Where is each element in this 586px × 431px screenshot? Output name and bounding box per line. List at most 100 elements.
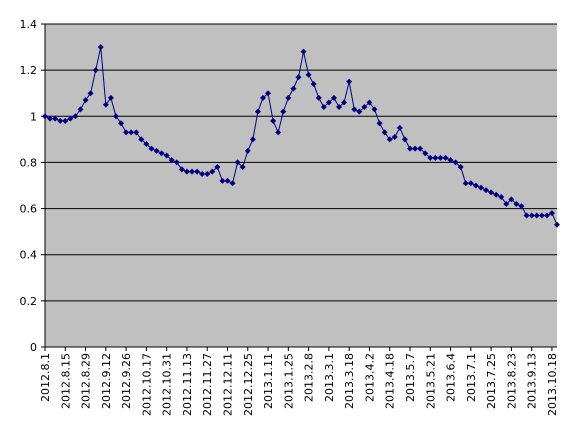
marker [158, 150, 165, 157]
marker [244, 147, 251, 154]
marker [168, 157, 175, 164]
plot-area [45, 24, 557, 347]
x-tick-label: 2013.2.8 [303, 353, 316, 402]
marker [391, 134, 398, 141]
marker [351, 106, 358, 113]
marker [72, 113, 79, 120]
marker [437, 154, 444, 161]
marker [102, 101, 109, 108]
marker [330, 94, 337, 101]
marker [259, 94, 266, 101]
marker [229, 180, 236, 187]
marker [234, 159, 241, 166]
marker [386, 136, 393, 143]
marker [224, 177, 231, 184]
marker [341, 99, 348, 106]
x-tick-label: 2012.8.15 [59, 353, 72, 409]
marker [422, 150, 429, 157]
x-tick-label: 2012.9.12 [100, 353, 113, 409]
x-tick-label: 2013.7.1 [465, 353, 478, 402]
marker [189, 168, 196, 175]
marker [376, 120, 383, 127]
x-tick-label: 2012.12.11 [221, 353, 234, 416]
marker [325, 99, 332, 106]
marker [280, 108, 287, 115]
marker [300, 48, 307, 55]
marker [412, 145, 419, 152]
y-tick-label: 1.4 [20, 18, 38, 31]
marker [396, 124, 403, 131]
marker [199, 170, 206, 177]
marker [538, 212, 545, 219]
marker [47, 115, 54, 122]
marker [153, 147, 160, 154]
marker [452, 159, 459, 166]
x-tick-label: 2013.8.23 [505, 353, 518, 409]
marker [138, 136, 145, 143]
marker [173, 159, 180, 166]
marker [508, 196, 515, 203]
x-tick-label: 2013.3.18 [343, 353, 356, 409]
marker [528, 212, 535, 219]
marker [447, 157, 454, 164]
marker [82, 97, 89, 104]
marker [548, 210, 555, 217]
marker [219, 177, 226, 184]
marker [290, 85, 297, 92]
marker [305, 71, 312, 78]
y-tick-label: 0.2 [20, 295, 38, 308]
x-tick-label: 2012.10.31 [161, 353, 174, 416]
marker [87, 90, 94, 97]
marker [143, 140, 150, 147]
marker [133, 129, 140, 136]
marker [477, 184, 484, 191]
x-tick-label: 2012.8.1 [39, 353, 52, 402]
marker [97, 44, 104, 51]
marker [483, 187, 490, 194]
marker [209, 168, 216, 175]
marker [472, 182, 479, 189]
y-tick-label: 0.8 [20, 156, 38, 169]
x-tick-label: 2012.10.17 [140, 353, 153, 416]
marker [346, 78, 353, 85]
marker [457, 164, 464, 171]
marker [401, 136, 408, 143]
marker [123, 129, 130, 136]
marker [285, 94, 292, 101]
marker [57, 117, 64, 124]
marker [112, 113, 119, 120]
y-tick-label: 0 [30, 341, 37, 354]
marker [265, 90, 272, 97]
marker [295, 74, 302, 81]
marker [523, 212, 530, 219]
marker [62, 117, 69, 124]
x-tick-label: 2013.3.1 [323, 353, 336, 402]
x-tick-label: 2013.7.25 [485, 353, 498, 409]
marker [488, 189, 495, 196]
x-tick-label: 2013.4.2 [363, 353, 376, 402]
marker [533, 212, 540, 219]
marker [381, 129, 388, 136]
marker [178, 166, 185, 173]
marker [183, 168, 190, 175]
marker [518, 203, 525, 210]
marker [543, 212, 550, 219]
marker [366, 99, 373, 106]
marker [254, 108, 261, 115]
marker [427, 154, 434, 161]
x-tick-label: 2013.1.25 [282, 353, 295, 409]
marker [493, 191, 500, 198]
marker [315, 94, 322, 101]
marker [442, 154, 449, 161]
y-tick-label: 0.4 [20, 249, 38, 262]
marker [239, 164, 246, 171]
marker [336, 104, 343, 111]
marker [163, 152, 170, 159]
marker [249, 136, 256, 143]
x-tick-label: 2012.12.25 [242, 353, 255, 416]
x-tick-label: 2012.11.13 [181, 353, 194, 416]
x-tick-label: 2013.6.4 [445, 353, 458, 402]
marker [554, 221, 560, 228]
x-tick-label: 2012.9.26 [120, 353, 133, 409]
